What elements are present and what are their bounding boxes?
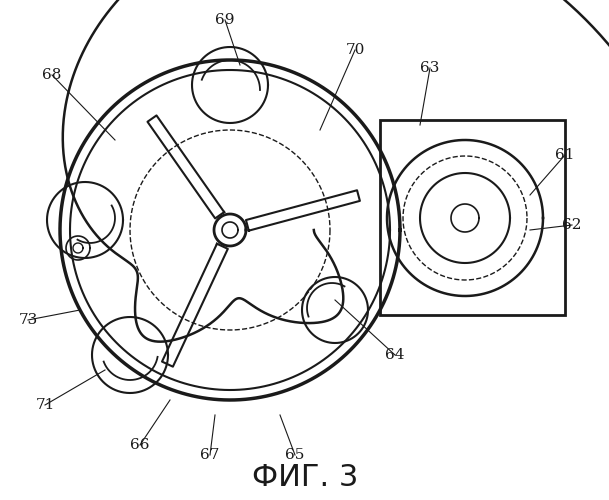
Text: 66: 66 [130,438,150,452]
Text: 73: 73 [18,313,38,327]
Text: 71: 71 [35,398,55,412]
Text: 62: 62 [562,218,582,232]
Text: 65: 65 [285,448,304,462]
Bar [380,120,565,315]
Text: 70: 70 [345,43,365,57]
Text: 69: 69 [215,13,234,27]
Text: 68: 68 [42,68,62,82]
Text: 63: 63 [420,61,440,75]
Text: 67: 67 [200,448,220,462]
Text: 64: 64 [385,348,405,362]
Text: ФИГ. 3: ФИГ. 3 [252,464,358,492]
Text: 61: 61 [555,148,575,162]
